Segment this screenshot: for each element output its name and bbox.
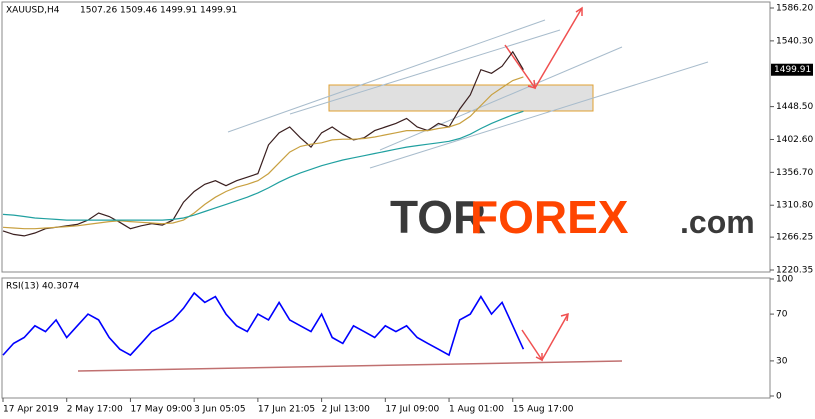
y-tick-label: 1402.60 [776,135,813,145]
x-tick-label: 17 Jun 21:05 [258,405,315,415]
y-tick-label: 1586.20 [776,4,813,14]
series-line [2,110,524,221]
y-tick-label: 1540.30 [776,36,813,46]
rsi-title: RSI(13) 40.3074 [6,282,79,292]
ohlc-value: 1499.91 [160,6,197,16]
rsi-frame [1,277,771,399]
x-tick-label: 15 Aug 17:00 [513,405,574,415]
channel-lines [227,19,709,169]
symbol: XAUUSD,H4 [6,6,60,16]
price-tag [771,63,813,76]
y-tick-label: 1266.25 [776,233,813,243]
ohlc-value: 1499.91 [200,6,237,16]
x-tick-label: 17 May 09:00 [130,405,192,415]
rsi-trendline [77,360,623,372]
y-tick-label: 1310.80 [776,201,813,211]
y-tick-label: 70 [776,310,788,320]
watermark: .com [680,204,755,240]
ohlc-value: 1507.26 [80,6,117,16]
price-tag-label: 1499.91 [774,65,811,75]
x-tick-label: 2 Jul 13:00 [322,405,371,415]
x-tick-label: 17 Apr 2019 [3,405,59,415]
series-line [2,76,524,230]
series-line [2,50,524,237]
ohlc-value: 1509.46 [120,6,157,16]
watermark: TOR [390,191,486,243]
forecast-arrows [504,6,583,362]
y-tick-label: 1220.35 [776,266,813,276]
x-tick-label: 17 Jul 09:00 [385,405,439,415]
y-tick-label: 1356.70 [776,168,813,178]
x-tick-label: 1 Aug 01:00 [449,405,504,415]
y-tick-label: 100 [776,275,793,285]
x-tick-label: 2 May 17:00 [67,405,123,415]
y-tick-label: 0 [776,392,782,402]
main-frame [1,1,771,273]
y-tick-label: 1448.50 [776,102,813,112]
x-tick-label: 3 Jun 05:05 [194,405,245,415]
watermark: FOREX [470,191,629,243]
series-line [2,291,525,357]
y-tick-label: 30 [776,356,788,366]
